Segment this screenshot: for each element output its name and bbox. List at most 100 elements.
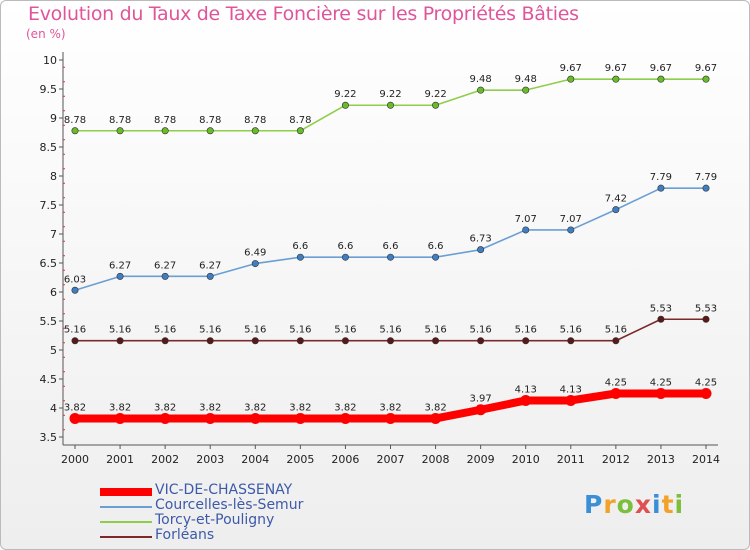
data-label-courcelles-l-s-semur: 7.07 [560, 214, 582, 225]
data-label-torcy-et-pouligny: 9.67 [650, 63, 672, 74]
data-label-forl-ans: 5.16 [289, 325, 311, 336]
y-tick-label: 3.5 [40, 431, 58, 444]
data-point-forl-ans [206, 337, 214, 345]
x-tick-label: 2003 [196, 453, 224, 466]
y-tick-label: 8 [50, 170, 57, 183]
data-point-vic-de-chassenay [520, 394, 532, 406]
data-point-courcelles-l-s-semur [296, 253, 304, 261]
data-point-vic-de-chassenay [565, 394, 577, 406]
data-point-torcy-et-pouligny [161, 127, 169, 135]
data-point-courcelles-l-s-semur [251, 260, 259, 268]
data-label-torcy-et-pouligny: 8.78 [109, 115, 131, 126]
data-label-torcy-et-pouligny: 9.22 [424, 89, 446, 100]
data-point-courcelles-l-s-semur [161, 272, 169, 280]
data-point-forl-ans [341, 337, 349, 345]
data-label-courcelles-l-s-semur: 6.27 [199, 260, 221, 271]
data-label-forl-ans: 5.16 [470, 325, 492, 336]
data-point-vic-de-chassenay [610, 388, 622, 399]
data-point-vic-de-chassenay [159, 412, 171, 424]
data-label-vic-de-chassenay: 3.82 [424, 402, 446, 413]
data-point-vic-de-chassenay [700, 388, 712, 399]
data-label-forl-ans: 5.16 [64, 325, 86, 336]
data-point-vic-de-chassenay [655, 388, 667, 399]
x-tick-label: 2013 [647, 453, 675, 466]
data-point-courcelles-l-s-semur [567, 226, 575, 234]
data-label-torcy-et-pouligny: 9.67 [695, 63, 717, 74]
x-tick-label: 2010 [512, 453, 540, 466]
data-point-vic-de-chassenay [339, 412, 351, 424]
data-label-torcy-et-pouligny: 8.78 [154, 115, 176, 126]
data-label-torcy-et-pouligny: 9.67 [560, 63, 582, 74]
data-label-forl-ans: 5.53 [695, 303, 717, 314]
data-label-courcelles-l-s-semur: 6.73 [470, 234, 492, 245]
legend-swatch-forl-ans [100, 536, 152, 538]
data-label-torcy-et-pouligny: 9.22 [334, 89, 356, 100]
y-tick-label: 7.5 [40, 199, 58, 212]
data-label-vic-de-chassenay: 4.13 [515, 384, 537, 395]
data-label-forl-ans: 5.16 [424, 325, 446, 336]
y-tick-label: 8.5 [40, 141, 58, 154]
data-point-torcy-et-pouligny [296, 127, 304, 135]
data-point-torcy-et-pouligny [612, 75, 620, 83]
data-point-torcy-et-pouligny [522, 86, 530, 94]
x-tick-label: 2004 [241, 453, 269, 466]
data-label-forl-ans: 5.16 [379, 325, 401, 336]
data-label-vic-de-chassenay: 3.82 [379, 402, 401, 413]
legend-swatch-courcelles-l-s-semur [100, 506, 152, 508]
data-point-courcelles-l-s-semur [657, 184, 665, 192]
data-label-vic-de-chassenay: 4.25 [695, 378, 717, 389]
y-tick-label: 7 [50, 228, 57, 241]
data-point-vic-de-chassenay [69, 412, 81, 424]
data-point-forl-ans [296, 337, 304, 345]
x-tick-label: 2000 [61, 453, 89, 466]
data-point-courcelles-l-s-semur [477, 246, 485, 254]
data-label-torcy-et-pouligny: 8.78 [64, 115, 86, 126]
data-point-torcy-et-pouligny [567, 75, 575, 83]
data-label-vic-de-chassenay: 4.25 [650, 378, 672, 389]
data-point-courcelles-l-s-semur [386, 253, 394, 261]
data-label-vic-de-chassenay: 3.82 [334, 402, 356, 413]
data-point-courcelles-l-s-semur [432, 253, 440, 261]
data-point-courcelles-l-s-semur [702, 184, 710, 192]
data-label-forl-ans: 5.16 [199, 325, 221, 336]
data-label-forl-ans: 5.16 [515, 325, 537, 336]
x-tick-label: 2009 [467, 453, 495, 466]
data-label-forl-ans: 5.16 [605, 325, 627, 336]
data-point-forl-ans [432, 337, 440, 345]
data-point-courcelles-l-s-semur [71, 286, 79, 294]
x-tick-label: 2012 [602, 453, 630, 466]
data-label-vic-de-chassenay: 3.82 [109, 402, 131, 413]
y-tick-label: 9 [50, 112, 57, 125]
data-point-forl-ans [71, 337, 79, 345]
data-label-courcelles-l-s-semur: 6.27 [109, 260, 131, 271]
legend-label-forl-ans: Forléans [155, 527, 215, 543]
y-tick-label: 6.5 [40, 257, 58, 270]
data-label-vic-de-chassenay: 3.82 [199, 402, 221, 413]
data-label-torcy-et-pouligny: 8.78 [289, 115, 311, 126]
data-point-forl-ans [116, 337, 124, 345]
data-point-torcy-et-pouligny [702, 75, 710, 83]
data-point-courcelles-l-s-semur [522, 226, 530, 234]
data-point-torcy-et-pouligny [386, 101, 394, 109]
unit-label: (en %) [26, 27, 66, 41]
y-tick-label: 5.5 [40, 315, 58, 328]
y-tick-label: 6 [50, 286, 57, 299]
data-point-forl-ans [477, 337, 485, 345]
data-label-torcy-et-pouligny: 9.48 [470, 74, 492, 85]
y-tick-label: 9.5 [40, 83, 58, 96]
data-point-torcy-et-pouligny [657, 75, 665, 83]
y-tick-label: 5 [50, 344, 57, 357]
data-point-forl-ans [386, 337, 394, 345]
data-label-torcy-et-pouligny: 9.22 [379, 89, 401, 100]
data-label-forl-ans: 5.16 [560, 325, 582, 336]
data-label-forl-ans: 5.16 [109, 325, 131, 336]
data-label-courcelles-l-s-semur: 6.49 [244, 248, 266, 259]
data-label-torcy-et-pouligny: 9.48 [515, 74, 537, 85]
data-point-forl-ans [251, 337, 259, 345]
x-tick-label: 2011 [557, 453, 585, 466]
data-label-courcelles-l-s-semur: 6.27 [154, 260, 176, 271]
data-label-courcelles-l-s-semur: 6.6 [383, 241, 399, 252]
data-label-forl-ans: 5.53 [650, 303, 672, 314]
data-label-courcelles-l-s-semur: 6.6 [337, 241, 353, 252]
